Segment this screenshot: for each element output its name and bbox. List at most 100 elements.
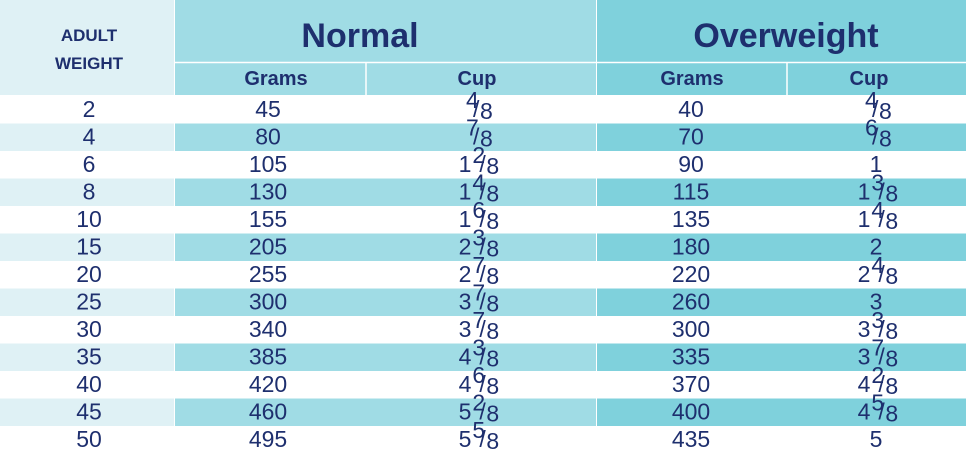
row-8-overweight-grams: 115 bbox=[673, 179, 710, 205]
row-45-overweight-cup-whole: 4 bbox=[858, 399, 871, 425]
row-15-overweight-bg bbox=[597, 233, 966, 261]
row-2-weight-bg bbox=[0, 96, 174, 124]
row-10-overweight-grams: 135 bbox=[672, 206, 710, 232]
row-8-normal-cup-denominator: 8 bbox=[486, 181, 499, 207]
row-45-overweight-cup-numerator: 5 bbox=[871, 390, 884, 416]
row-15-overweight-grams: 180 bbox=[672, 234, 710, 260]
row-2-overweight-cup-numerator: 4 bbox=[865, 87, 878, 113]
row-35-normal-cup-denominator: 8 bbox=[486, 346, 499, 372]
row-50-weight-bg bbox=[0, 426, 174, 454]
row-40-normal-cup-whole: 4 bbox=[459, 371, 472, 397]
row-35-normal-cup-slash: / bbox=[479, 344, 486, 370]
row-35-weight-bg bbox=[0, 343, 174, 371]
row-30-overweight-cup-denominator: 8 bbox=[885, 318, 898, 344]
row-6-normal-cup-numerator: 2 bbox=[472, 142, 485, 168]
row-50-normal-bg bbox=[175, 426, 596, 454]
row-10-overweight-cup-denominator: 8 bbox=[885, 208, 898, 234]
row-2-weight: 2 bbox=[83, 96, 96, 122]
row-45-normal-cup-slash: / bbox=[479, 399, 486, 425]
row-8-overweight-cup-numerator: 3 bbox=[871, 170, 884, 196]
row-25-normal-cup-numerator: 7 bbox=[472, 280, 485, 306]
row-30-normal-bg bbox=[175, 316, 596, 344]
overweight-title: Overweight bbox=[693, 17, 878, 55]
row-10-overweight-cup-numerator: 4 bbox=[871, 197, 884, 223]
row-8-normal-cup-whole: 1 bbox=[459, 179, 472, 205]
row-30-normal-cup-whole: 3 bbox=[459, 316, 472, 342]
row-25-overweight-cup-whole: 3 bbox=[870, 289, 883, 315]
row-50-normal-cup-whole: 5 bbox=[459, 426, 472, 452]
row-45-normal-cup-numerator: 2 bbox=[472, 390, 485, 416]
row-40-normal-cup-slash: / bbox=[479, 371, 486, 397]
row-50-normal-grams: 495 bbox=[249, 426, 287, 452]
row-20-weight-bg bbox=[0, 261, 174, 289]
row-30-overweight-cup-whole: 3 bbox=[858, 316, 871, 342]
weight-header-bg bbox=[0, 0, 174, 95]
row-30-normal-cup-denominator: 8 bbox=[486, 318, 499, 344]
row-30-overweight-grams: 300 bbox=[672, 316, 710, 342]
table-body: 2 45 4/8 40 4/84 80 7/8 70 6/86 105 1 2/8 90 18 130 1 4/… bbox=[0, 87, 966, 454]
row-25-weight-bg bbox=[0, 288, 174, 316]
normal-title-bg bbox=[175, 0, 596, 62]
row-4-overweight-cup-numerator: 6 bbox=[865, 115, 878, 141]
row-45-normal-cup-whole: 5 bbox=[459, 399, 472, 425]
row-2-overweight-bg bbox=[597, 96, 966, 124]
row-45-normal-grams: 460 bbox=[249, 399, 287, 425]
row-15-normal-cup-slash: / bbox=[479, 234, 486, 260]
row-25-normal-cup-whole: 3 bbox=[459, 289, 472, 315]
row-4-normal-bg bbox=[175, 123, 596, 151]
row-2-normal-cup-slash: / bbox=[473, 96, 480, 122]
row-4-overweight-cup-denominator: 8 bbox=[879, 126, 892, 152]
row-4-weight-bg bbox=[0, 123, 174, 151]
row-45-overweight-bg bbox=[597, 398, 966, 426]
row-10-normal-cup-numerator: 6 bbox=[472, 197, 485, 223]
row-20-weight: 20 bbox=[76, 261, 102, 287]
row-50-normal-cup-slash: / bbox=[479, 426, 486, 452]
row-25-normal-cup-slash: / bbox=[479, 289, 486, 315]
row-8-overweight-cup-denominator: 8 bbox=[885, 181, 898, 207]
row-25-overweight-bg bbox=[597, 288, 966, 316]
row-4-overweight-grams: 70 bbox=[678, 124, 704, 150]
row-20-overweight-cup-slash: / bbox=[878, 261, 885, 287]
row-4-overweight-bg bbox=[597, 123, 966, 151]
row-30-overweight-cup-numerator: 3 bbox=[871, 307, 884, 333]
row-20-overweight-cup-whole: 2 bbox=[858, 261, 871, 287]
row-20-overweight-grams: 220 bbox=[672, 261, 710, 287]
row-20-normal-grams: 255 bbox=[249, 261, 287, 287]
row-25-normal-bg bbox=[175, 288, 596, 316]
row-2-normal-cup-numerator: 4 bbox=[466, 87, 479, 113]
weight-header-line2: WEIGHT bbox=[55, 54, 124, 73]
row-20-normal-cup-numerator: 7 bbox=[472, 252, 485, 278]
overweight-title-bg bbox=[597, 0, 966, 62]
row-15-normal-grams: 205 bbox=[249, 234, 287, 260]
row-6-weight-bg bbox=[0, 151, 174, 179]
row-2-normal-cup-denominator: 8 bbox=[480, 98, 493, 124]
row-2-overweight-cup-denominator: 8 bbox=[879, 98, 892, 124]
row-40-overweight-cup-whole: 4 bbox=[858, 371, 871, 397]
row-30-normal-cup-slash: / bbox=[479, 316, 486, 342]
row-30-normal-grams: 340 bbox=[249, 316, 287, 342]
row-40-overweight-cup-denominator: 8 bbox=[885, 373, 898, 399]
row-20-overweight-cup-numerator: 4 bbox=[871, 252, 884, 278]
row-6-normal-cup-slash: / bbox=[479, 151, 486, 177]
row-20-overweight-bg bbox=[597, 261, 966, 289]
row-10-overweight-bg bbox=[597, 206, 966, 234]
row-15-normal-cup-denominator: 8 bbox=[486, 236, 499, 262]
overweight-grams-header: Grams bbox=[660, 68, 723, 90]
row-30-overweight-cup-slash: / bbox=[878, 316, 885, 342]
row-8-normal-grams: 130 bbox=[249, 179, 287, 205]
row-35-overweight-cup-denominator: 8 bbox=[885, 346, 898, 372]
row-10-weight-bg bbox=[0, 206, 174, 234]
row-10-weight: 10 bbox=[76, 206, 102, 232]
row-6-normal-cup-whole: 1 bbox=[459, 151, 472, 177]
row-40-overweight-grams: 370 bbox=[672, 371, 710, 397]
row-8-normal-cup-numerator: 4 bbox=[472, 170, 485, 196]
row-35-normal-cup-numerator: 3 bbox=[472, 335, 485, 361]
row-40-weight: 40 bbox=[76, 371, 102, 397]
overweight-subheader-bg bbox=[597, 63, 966, 95]
row-6-normal-bg bbox=[175, 151, 596, 179]
row-8-overweight-bg bbox=[597, 178, 966, 206]
row-4-weight: 4 bbox=[83, 124, 96, 150]
row-30-weight-bg bbox=[0, 316, 174, 344]
normal-subheader-bg bbox=[175, 63, 596, 95]
